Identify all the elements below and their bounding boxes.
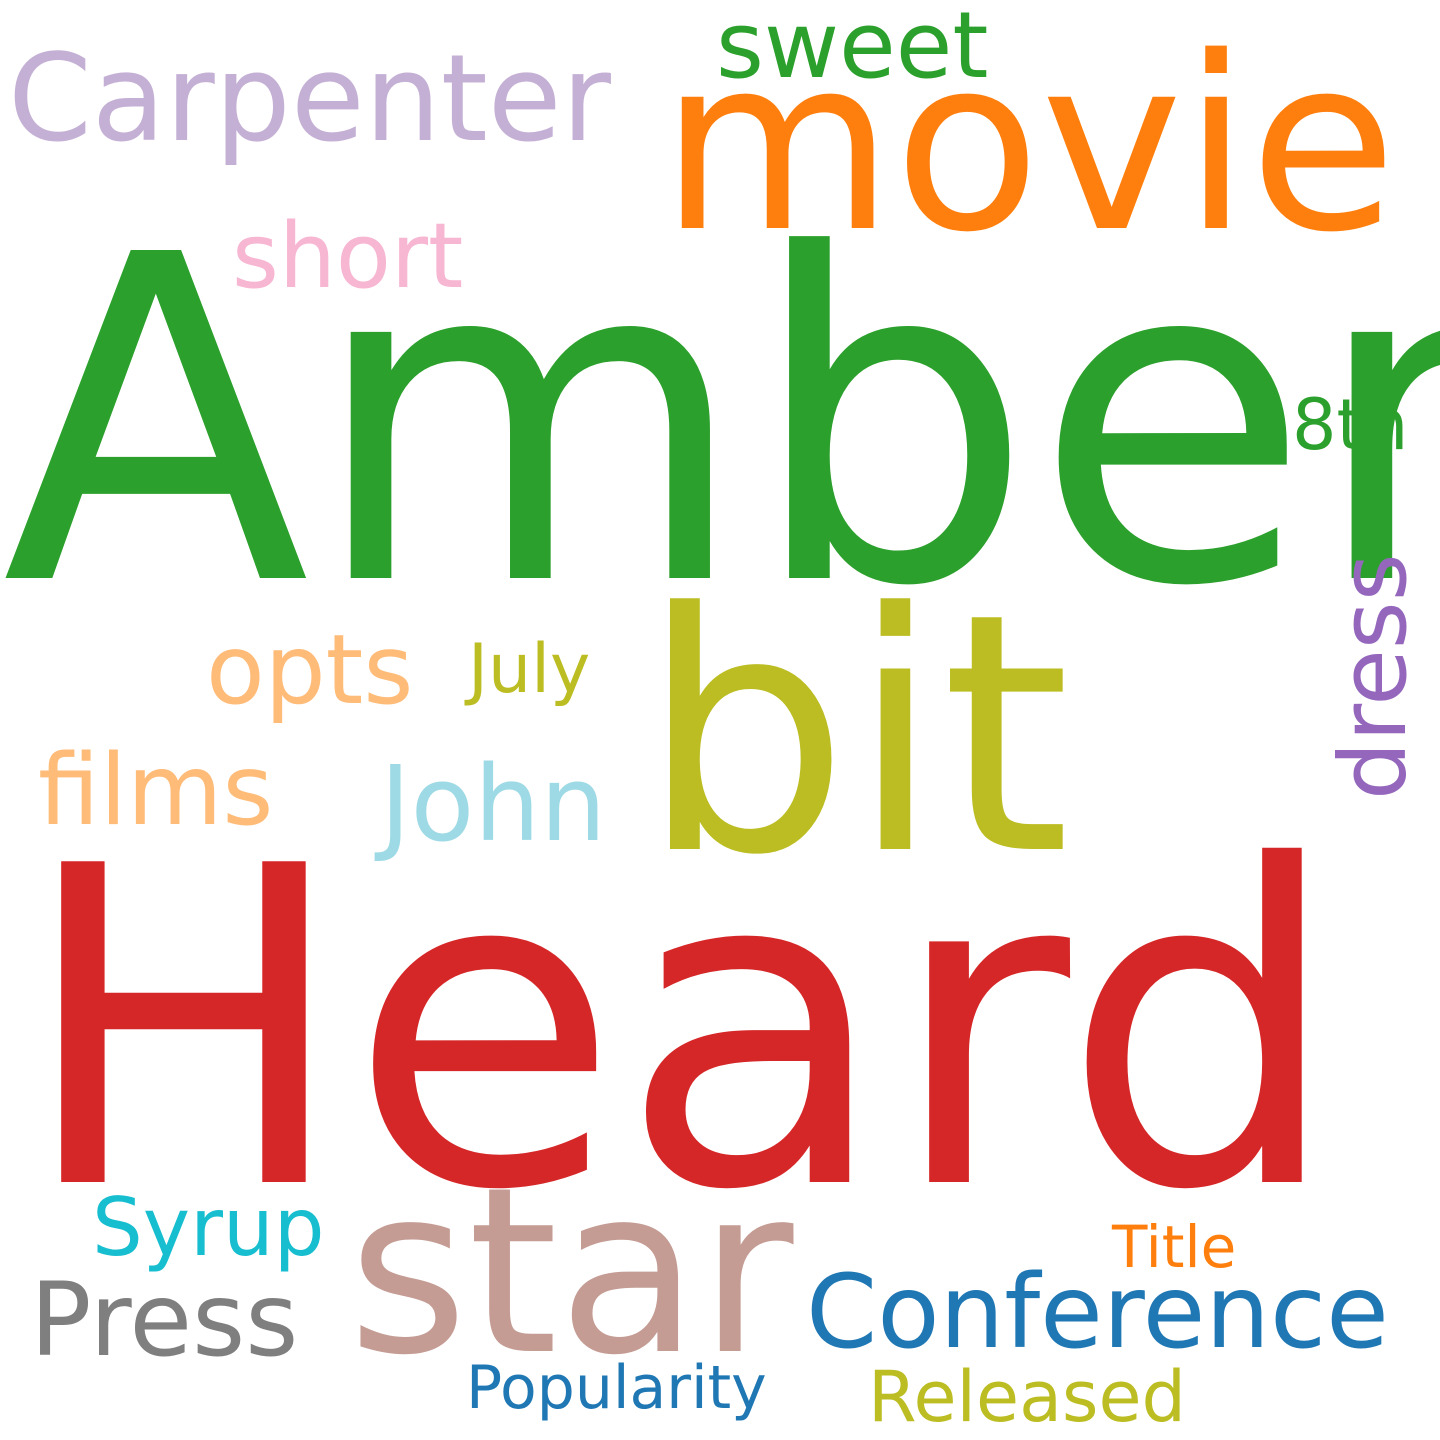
word-july: July: [468, 630, 591, 709]
word-released: Released: [868, 1356, 1186, 1438]
word-conference: Conference: [806, 1253, 1389, 1372]
word-amber: Amber: [2, 161, 1440, 685]
word-popularity: Popularity: [466, 1353, 767, 1423]
word-opts: opts: [206, 614, 414, 726]
word-heard: Heard: [18, 774, 1342, 1286]
word-title: Title: [1112, 1213, 1237, 1281]
word-john: John: [380, 743, 607, 865]
word-films: films: [38, 734, 274, 848]
word-short: short: [232, 204, 464, 309]
word-bit: bit: [640, 543, 1071, 927]
word-movie: movie: [660, 5, 1397, 285]
word-8th: 8th: [1292, 384, 1409, 466]
word-star: star: [348, 1139, 794, 1406]
word-sweet: sweet: [716, 0, 989, 99]
word-press: Press: [30, 1261, 299, 1380]
word-carpenter: Carpenter: [8, 30, 611, 169]
word-dress: dress: [1320, 553, 1427, 800]
word-syrup: Syrup: [92, 1181, 325, 1274]
